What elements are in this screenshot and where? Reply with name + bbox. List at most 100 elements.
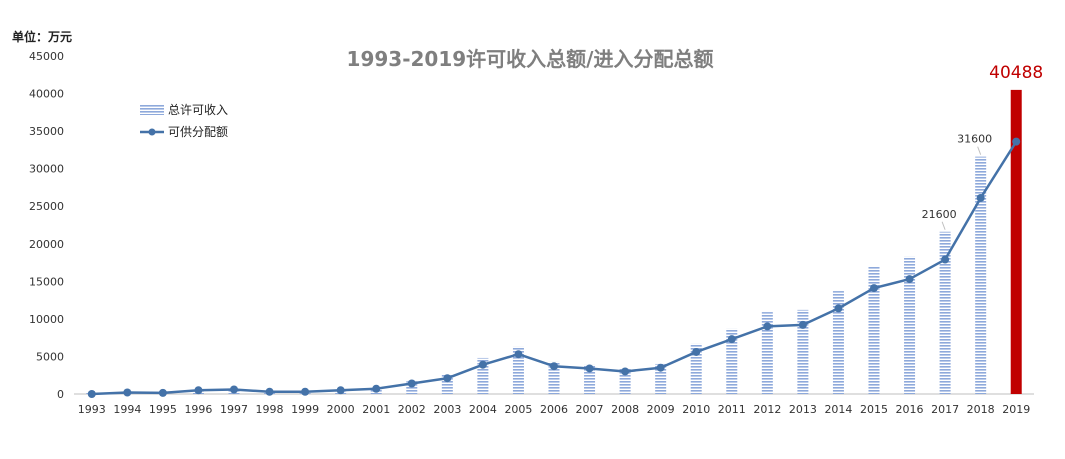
line-point [905, 275, 914, 284]
x-tick-label: 2003 [433, 403, 461, 416]
x-tick-label: 2004 [469, 403, 497, 416]
y-tick-label: 45000 [29, 50, 64, 63]
line-point [1012, 137, 1021, 146]
y-tick-label: 0 [57, 388, 64, 401]
x-tick-label: 2007 [576, 403, 604, 416]
bar [832, 291, 844, 394]
bar [406, 381, 418, 394]
bar [584, 364, 596, 394]
x-tick-label: 1995 [149, 403, 177, 416]
bar [690, 343, 702, 394]
legend-line-label: 可供分配额 [168, 125, 228, 139]
bar [868, 266, 880, 394]
y-tick-label: 10000 [29, 313, 64, 326]
data-label-leader [941, 221, 946, 230]
unit-label: 单位：万元 [12, 29, 72, 44]
x-tick-label: 1993 [78, 403, 106, 416]
bar-series [86, 89, 1022, 394]
x-tick-label: 2005 [504, 403, 532, 416]
x-tick-label: 2008 [611, 403, 639, 416]
x-tick-label: 2001 [362, 403, 390, 416]
chart-title: 1993-2019许可收入总额/进入分配总额 [347, 47, 714, 71]
x-tick-label: 2017 [931, 403, 959, 416]
legend: 总许可收入 可供分配额 [140, 103, 228, 139]
x-tick-label: 1996 [184, 403, 212, 416]
line-series [87, 137, 1021, 398]
x-tick-label: 1997 [220, 403, 248, 416]
line-point [798, 320, 807, 329]
data-label: 31600 [957, 133, 992, 146]
bar [726, 328, 738, 394]
x-tick-label: 2016 [896, 403, 924, 416]
line-point [976, 193, 985, 202]
bar [904, 256, 916, 394]
y-tick-label: 40000 [29, 88, 64, 101]
y-tick-label: 5000 [36, 350, 64, 363]
legend-bar-label: 总许可收入 [168, 103, 228, 117]
y-axis: 0 5000 10000 15000 20000 25000 30000 35000 40000… [29, 50, 64, 401]
line-point [407, 379, 416, 388]
bar [797, 309, 809, 394]
legend-bar-swatch [140, 105, 164, 115]
x-tick-label: 2011 [718, 403, 746, 416]
line-point [585, 364, 594, 373]
x-tick-label: 2009 [647, 403, 675, 416]
bar [761, 312, 773, 394]
y-tick-label: 25000 [29, 200, 64, 213]
y-tick-label: 20000 [29, 238, 64, 251]
bar [548, 361, 560, 394]
line-point [656, 363, 665, 372]
line-point [265, 387, 274, 396]
line-point [763, 322, 772, 331]
x-tick-label: 2006 [540, 403, 568, 416]
x-tick-label: 2010 [682, 403, 710, 416]
line-point [550, 362, 558, 371]
line-point [514, 350, 523, 359]
x-tick-label: 2018 [967, 403, 995, 416]
x-tick-label: 2013 [789, 403, 817, 416]
x-tick-label: 1999 [291, 403, 319, 416]
x-tick-label: 2012 [753, 403, 781, 416]
bar-highlight [1010, 89, 1022, 394]
y-tick-label: 30000 [29, 163, 64, 176]
bar [619, 368, 631, 394]
data-label: 40488 [989, 63, 1043, 83]
line-point [372, 384, 381, 393]
line-point [230, 385, 238, 394]
line-point [301, 387, 310, 396]
x-tick-label: 1994 [113, 403, 141, 416]
line-point [336, 386, 345, 395]
bar [975, 156, 987, 394]
line-point [87, 390, 96, 398]
line-point [834, 304, 843, 313]
line-point [870, 284, 878, 293]
x-tick-label: 1998 [256, 403, 284, 416]
line-point [478, 360, 487, 369]
bar [939, 231, 951, 394]
y-tick-label: 35000 [29, 125, 64, 138]
bar [512, 346, 524, 394]
line-point [158, 388, 167, 397]
x-tick-label: 2002 [398, 403, 426, 416]
bar [441, 374, 453, 394]
bar [655, 363, 667, 394]
x-tick-label: 2019 [1002, 403, 1030, 416]
line-point [123, 388, 132, 397]
data-label-leader [977, 146, 982, 155]
line-point [443, 374, 452, 383]
annotations: 21600 31600 40488 [922, 63, 1043, 230]
data-label: 21600 [922, 208, 957, 221]
line-point [621, 367, 630, 376]
line-point [727, 335, 736, 344]
line-point [692, 347, 701, 356]
bar [477, 357, 489, 394]
legend-line-marker [148, 128, 156, 136]
x-tick-label: 2015 [860, 403, 888, 416]
x-tick-label: 2014 [824, 403, 852, 416]
line-point [941, 255, 950, 264]
line-point [194, 386, 203, 395]
x-tick-label: 2000 [327, 403, 355, 416]
x-axis: 1993 1994 1995 1996 1997 1998 1999 2000 2001 2002… [74, 393, 1034, 416]
